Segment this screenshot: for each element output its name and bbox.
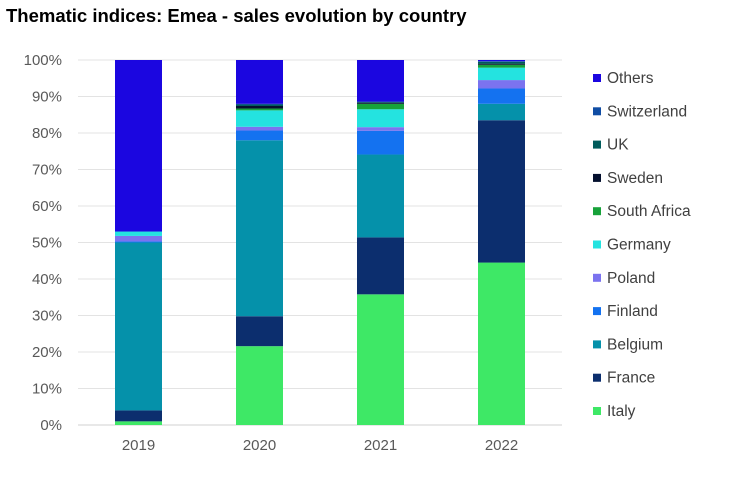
y-tick-label: 0% [40,417,62,434]
bar-south-africa-2021 [357,103,404,110]
legend-swatch [593,307,601,316]
bar-italy-2020 [236,346,283,425]
x-axis: 2019 2020 2021 2022 [122,437,518,454]
bar-switzerland-2022 [478,61,525,62]
bar-uk-2021 [357,101,404,103]
legend-label: Finland [607,303,658,320]
legend-swatch [593,373,601,382]
legend-label: Belgium [607,336,663,353]
legend-label: UK [607,137,629,154]
bar-switzerland-2020 [236,103,283,105]
legend-swatch [593,273,601,282]
legend: Others Switzerland UK Sweden South Africa Ger… [593,70,691,420]
legend-swatch [593,74,601,82]
bars [115,60,525,425]
x-tick-label: 2022 [485,437,518,454]
bar-finland-2019 [115,241,162,243]
bar-others-2021 [357,60,404,102]
bar-belgium-2019 [115,242,162,411]
bar-poland-2022 [478,80,525,89]
x-tick-label: 2021 [364,437,397,454]
bar-belgium-2022 [478,103,525,121]
y-tick-label: 10% [32,381,62,398]
y-tick-label: 90% [32,89,62,106]
bar-finland-2022 [478,88,525,104]
bar-germany-2019 [115,231,162,236]
bar-south-africa-2020 [236,108,283,111]
legend-label: Poland [607,270,655,287]
bar-germany-2020 [236,110,283,127]
bar-others-2022 [478,60,525,62]
legend-label: Germany [607,237,671,254]
bar-finland-2020 [236,130,283,141]
y-tick-label: 50% [32,235,62,252]
legend-swatch [593,407,601,415]
bar-france-2022 [478,120,525,263]
x-tick-label: 2020 [243,437,276,454]
bar-uk-2020 [236,104,283,106]
bar-italy-2019 [115,421,162,425]
bar-sweden-2021 [357,102,404,104]
legend-swatch [593,207,601,216]
bar-switzerland-2021 [357,101,404,103]
bar-others-2019 [115,60,162,232]
bar-finland-2021 [357,130,404,155]
legend-label: South Africa [607,203,691,220]
legend-swatch [593,140,601,149]
bar-poland-2021 [357,127,404,131]
bar-others-2020 [236,60,283,104]
legend-swatch [593,240,601,249]
chart-title: Thematic indices: Emea - sales evolution… [6,5,467,26]
legend-swatch [593,173,601,182]
x-tick-label: 2019 [122,437,155,454]
y-tick-label: 80% [32,125,62,142]
bar-sweden-2020 [236,105,283,109]
bar-sweden-2022 [478,63,525,65]
bar-france-2021 [357,237,404,295]
legend-swatch [593,340,601,349]
bar-belgium-2021 [357,154,404,238]
legend-label: Sweden [607,170,663,187]
y-tick-label: 20% [32,344,62,361]
y-tick-label: 70% [32,162,62,179]
legend-swatch [593,107,601,116]
legend-label: Others [607,70,654,87]
legend-label: Italy [607,403,636,420]
y-tick-label: 100% [24,52,62,69]
legend-label: Switzerland [607,103,687,120]
bar-france-2020 [236,316,283,347]
bar-france-2019 [115,410,162,422]
y-tick-label: 60% [32,198,62,215]
bar-poland-2019 [115,235,162,242]
y-tick-label: 40% [32,271,62,288]
bar-uk-2022 [478,61,525,64]
y-tick-label: 30% [32,308,62,325]
bar-south-africa-2022 [478,64,525,68]
bar-italy-2022 [478,262,525,425]
bar-italy-2021 [357,294,404,425]
bar-poland-2020 [236,126,283,131]
bar-belgium-2020 [236,140,283,317]
bar-germany-2021 [357,109,404,128]
y-axis: 0% 10% 20% 30% 40% 50% 60% 70% 80% 90% 100% [24,52,62,434]
bar-germany-2022 [478,67,525,81]
legend-label: France [607,370,655,387]
